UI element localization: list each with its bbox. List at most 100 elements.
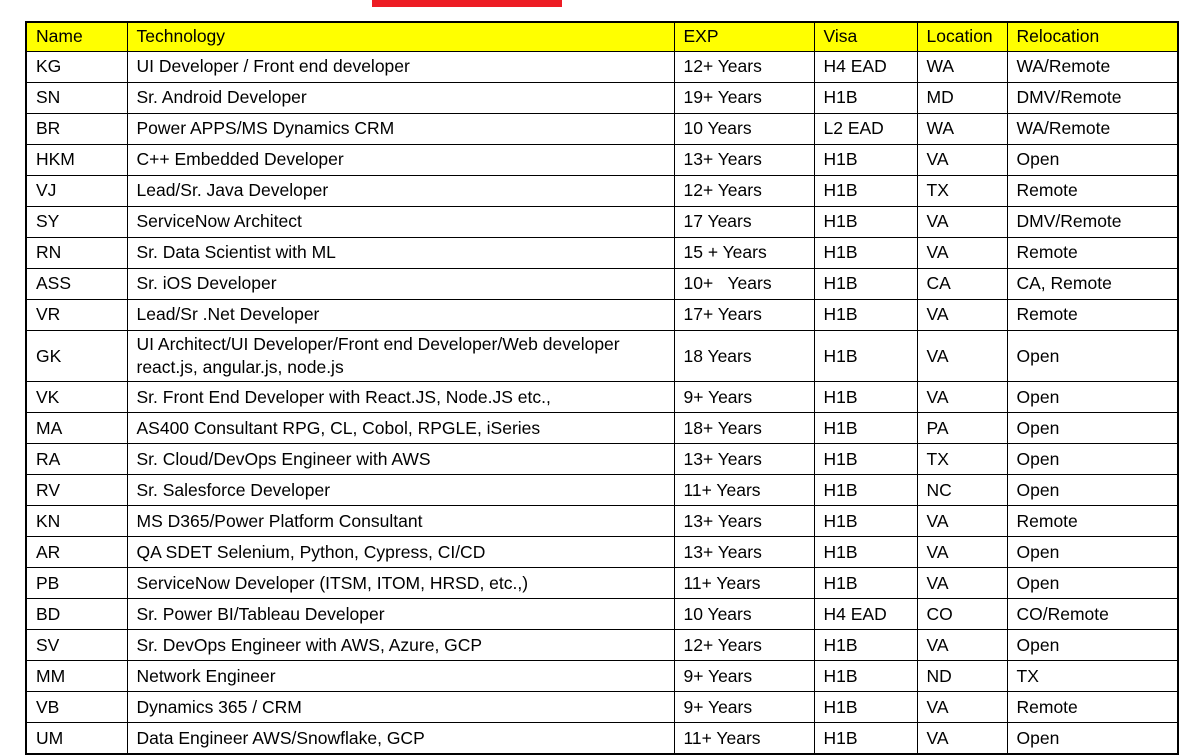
cell-location: WA [916, 51, 1008, 83]
cell-technology: MS D365/Power Platform Consultant [126, 505, 675, 538]
cell-technology: C++ Embedded Developer [126, 144, 675, 176]
cell-location: VA [916, 144, 1008, 176]
cell-technology: Sr. Front End Developer with React.JS, N… [126, 381, 675, 414]
table-row: KG UI Developer / Front end developer 12… [25, 51, 1179, 83]
cell-name: VB [25, 691, 128, 724]
cell-visa: H4 EAD [813, 598, 918, 631]
cell-visa: H1B [813, 722, 918, 755]
cell-location: VA [916, 381, 1008, 414]
cell-relocation: Open [1006, 381, 1179, 414]
cell-location: PA [916, 412, 1008, 445]
cell-exp: 15 + Years [673, 237, 815, 269]
table-body: KG UI Developer / Front end developer 12… [25, 51, 1179, 755]
cell-location: VA [916, 567, 1008, 600]
table-row: SY ServiceNow Architect 17 Years H1B VA … [25, 206, 1179, 238]
cell-exp: 11+ Years [673, 474, 815, 507]
cell-visa: H1B [813, 329, 918, 383]
cell-relocation: WA/Remote [1006, 113, 1179, 145]
cell-name: UM [25, 722, 128, 755]
cell-relocation: Open [1006, 474, 1179, 507]
table-row: BD Sr. Power BI/Tableau Developer 10 Yea… [25, 598, 1179, 631]
cropped-title-fragment [372, 0, 562, 7]
cell-visa: H1B [813, 268, 918, 300]
cell-visa: H1B [813, 82, 918, 114]
cell-exp: 11+ Years [673, 722, 815, 755]
cell-exp: 10 Years [673, 598, 815, 631]
cell-exp: 18 Years [673, 329, 815, 383]
cell-name: RA [25, 443, 128, 476]
cell-location: VA [916, 299, 1008, 331]
cell-technology: Lead/Sr .Net Developer [126, 299, 675, 331]
cell-visa: H1B [813, 567, 918, 600]
table-row: SV Sr. DevOps Engineer with AWS, Azure, … [25, 629, 1179, 662]
cell-visa: H1B [813, 443, 918, 476]
cell-location: CA [916, 268, 1008, 300]
column-header-exp: EXP [673, 21, 815, 52]
cell-technology: Sr. Data Scientist with ML [126, 237, 675, 269]
cell-exp: 13+ Years [673, 443, 815, 476]
cell-technology: Sr. Power BI/Tableau Developer [126, 598, 675, 631]
cell-visa: H1B [813, 691, 918, 724]
cell-exp: 12+ Years [673, 51, 815, 83]
cell-visa: H1B [813, 175, 918, 207]
cell-name: HKM [25, 144, 128, 176]
cell-location: VA [916, 536, 1008, 569]
cell-relocation: CA, Remote [1006, 268, 1179, 300]
table-row: PB ServiceNow Developer (ITSM, ITOM, HRS… [25, 567, 1179, 600]
cell-relocation: Open [1006, 567, 1179, 600]
table-row: HKM C++ Embedded Developer 13+ Years H1B… [25, 144, 1179, 176]
cell-name: KN [25, 505, 128, 538]
cell-technology: Sr. Android Developer [126, 82, 675, 114]
cell-name: RV [25, 474, 128, 507]
cell-technology: QA SDET Selenium, Python, Cypress, CI/CD [126, 536, 675, 569]
column-header-visa: Visa [813, 21, 918, 52]
cell-visa: H1B [813, 412, 918, 445]
cell-location: TX [916, 443, 1008, 476]
cell-name: VR [25, 299, 128, 331]
cell-location: MD [916, 82, 1008, 114]
table-row: RV Sr. Salesforce Developer 11+ Years H1… [25, 474, 1179, 507]
table-row: KN MS D365/Power Platform Consultant 13+… [25, 505, 1179, 538]
cell-visa: L2 EAD [813, 113, 918, 145]
cell-exp: 9+ Years [673, 691, 815, 724]
header-row: Name Technology EXP Visa Location Reloca… [25, 21, 1179, 52]
cell-technology: UI Architect/UI Developer/Front end Deve… [126, 329, 675, 383]
cell-visa: H1B [813, 629, 918, 662]
cell-technology: Network Engineer [126, 660, 675, 693]
cell-visa: H1B [813, 381, 918, 414]
cell-exp: 13+ Years [673, 536, 815, 569]
cell-visa: H1B [813, 144, 918, 176]
cell-location: CO [916, 598, 1008, 631]
cell-exp: 13+ Years [673, 505, 815, 538]
cell-visa: H1B [813, 237, 918, 269]
table-row: BR Power APPS/MS Dynamics CRM 10 Years L… [25, 113, 1179, 145]
cell-exp: 17+ Years [673, 299, 815, 331]
cell-technology: Sr. DevOps Engineer with AWS, Azure, GCP [126, 629, 675, 662]
cell-visa: H1B [813, 299, 918, 331]
cell-technology: Lead/Sr. Java Developer [126, 175, 675, 207]
cell-name: SV [25, 629, 128, 662]
cell-name: BD [25, 598, 128, 631]
cell-relocation: Remote [1006, 175, 1179, 207]
cell-name: GK [25, 329, 128, 383]
cell-relocation: Remote [1006, 691, 1179, 724]
cell-technology: ServiceNow Developer (ITSM, ITOM, HRSD, … [126, 567, 675, 600]
cell-exp: 13+ Years [673, 144, 815, 176]
cell-technology: Power APPS/MS Dynamics CRM [126, 113, 675, 145]
cell-name: RN [25, 237, 128, 269]
cell-relocation: WA/Remote [1006, 51, 1179, 83]
cell-location: VA [916, 206, 1008, 238]
table-row: RA Sr. Cloud/DevOps Engineer with AWS 13… [25, 443, 1179, 476]
cell-name: BR [25, 113, 128, 145]
cell-relocation: Open [1006, 443, 1179, 476]
cell-exp: 10+ Years [673, 268, 815, 300]
column-header-name: Name [25, 21, 128, 52]
cell-location: VA [916, 505, 1008, 538]
cell-technology: Sr. Cloud/DevOps Engineer with AWS [126, 443, 675, 476]
cell-location: VA [916, 237, 1008, 269]
cell-visa: H1B [813, 660, 918, 693]
cell-location: VA [916, 722, 1008, 755]
cell-exp: 9+ Years [673, 381, 815, 414]
cell-location: VA [916, 691, 1008, 724]
